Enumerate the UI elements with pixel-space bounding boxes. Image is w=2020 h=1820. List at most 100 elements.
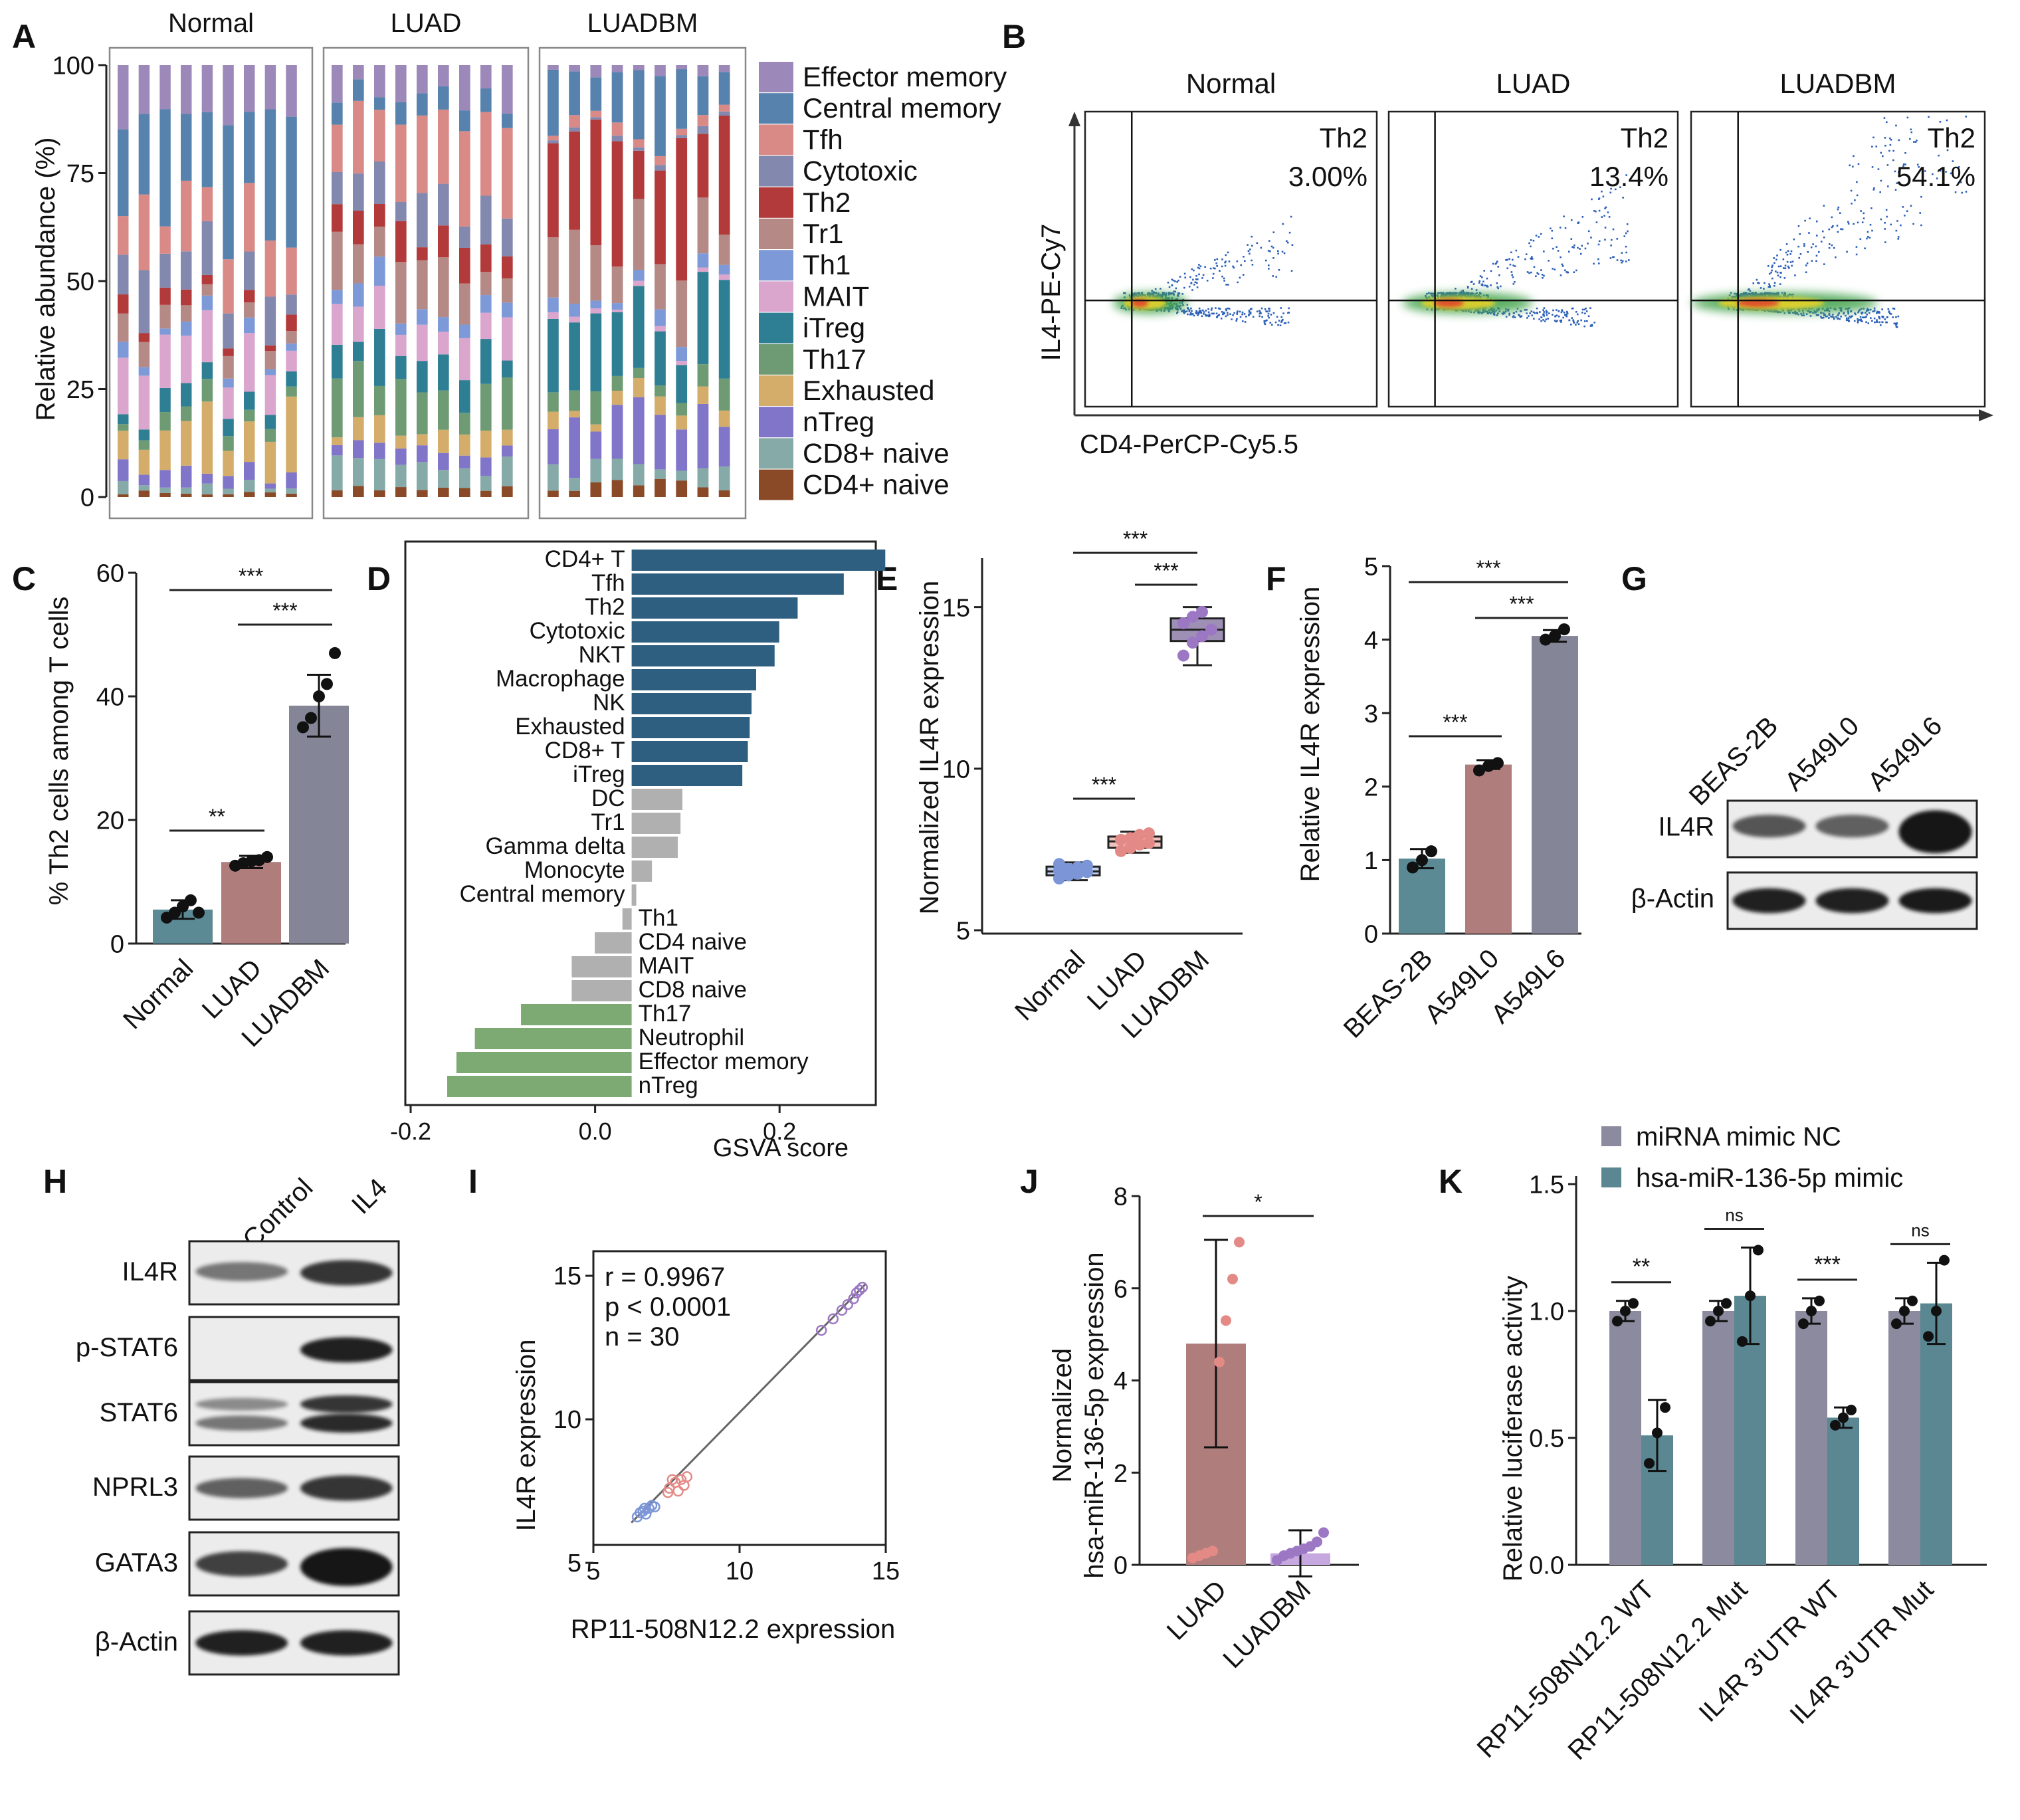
panel-d-bar — [631, 741, 748, 762]
panel-b-event — [1775, 258, 1777, 261]
panel-b-event — [1260, 312, 1262, 314]
panel-a-segment-tfh — [611, 122, 623, 136]
panel-b-event — [1799, 233, 1801, 235]
panel-b-event — [1817, 251, 1820, 253]
panel-b-event — [1124, 292, 1126, 294]
panel-b-event — [1248, 313, 1251, 316]
panel-b-event — [1601, 190, 1603, 193]
panel-a-segment-tr1 — [655, 264, 666, 310]
panel-b-event — [1499, 285, 1502, 288]
panel-b-event — [1215, 307, 1217, 309]
panel-a-segment-cd8-naive — [655, 469, 666, 479]
panel-a-segment-tr1 — [244, 302, 255, 318]
panel-b-event — [1260, 247, 1262, 249]
panel-b-event — [1217, 307, 1220, 310]
panel-b-event — [1483, 270, 1486, 272]
panel-a-segment-itreg — [395, 355, 407, 379]
panel-b-event — [1519, 310, 1522, 312]
panel-b-event — [1265, 259, 1267, 262]
panel-b-event — [1190, 282, 1192, 284]
panel-b-event — [1593, 209, 1595, 212]
panel-a-sample-bar — [417, 65, 428, 497]
panel-k-data-point — [1652, 1427, 1663, 1439]
panel-b-event — [1867, 231, 1869, 233]
panel-a-segment-exhausted — [201, 401, 213, 474]
panel-b-event — [1903, 173, 1905, 176]
panel-b-event — [1797, 225, 1800, 227]
panel-a-segment-central-memory — [655, 76, 666, 156]
panel-b-event — [1537, 273, 1540, 275]
panel-b-event — [1221, 258, 1223, 260]
panel-b-event — [1913, 141, 1915, 143]
panel-b-event — [1865, 316, 1867, 318]
panel-b-event — [1182, 310, 1184, 312]
panel-b-event — [1219, 308, 1221, 310]
panel-a-segment-th1 — [633, 269, 645, 281]
panel-a-sample-bar — [118, 65, 129, 497]
panel-b-event — [1897, 238, 1900, 240]
panel-a-segment-tr1 — [353, 244, 364, 284]
panel-b-event — [1529, 312, 1531, 314]
panel-a-segment-central-memory — [459, 110, 470, 132]
panel-b-event — [1581, 216, 1584, 218]
panel-b-event — [1197, 278, 1199, 280]
panel-a-segment-tfh — [655, 155, 666, 165]
panel-b-event — [1286, 240, 1288, 243]
panel-a-segment-th17 — [718, 378, 730, 411]
panel-b-event — [1598, 262, 1600, 264]
panel-i-data-point — [662, 1486, 674, 1498]
panel-b-density-core — [1402, 292, 1533, 314]
panel-b-event — [1183, 272, 1186, 275]
panel-a-sample-bar — [697, 65, 709, 497]
panel-b-event — [1528, 315, 1530, 317]
panel-a-segment-th1 — [395, 323, 407, 335]
panel-a-segment-mait — [502, 317, 513, 361]
panel-a-segment-central-memory — [374, 97, 385, 110]
panel-b-event — [1566, 312, 1569, 315]
panel-b-event — [1609, 191, 1612, 194]
panel-d-category-label: Macrophage — [496, 666, 625, 692]
panel-b-event — [1855, 246, 1858, 248]
panel-a-segment-effector-memory — [244, 65, 255, 112]
panel-b-event — [1559, 227, 1562, 229]
panel-a-segment-th1 — [438, 317, 449, 332]
panel-a-segment-central-memory — [353, 79, 364, 101]
panel-a-segment-th1 — [286, 343, 297, 351]
panel-d-category-label: Th2 — [585, 594, 625, 620]
panel-a-segment-tr1 — [569, 229, 580, 304]
panel-b-event — [1823, 236, 1825, 239]
panel-b-event — [1743, 292, 1745, 294]
panel-b-event — [1773, 282, 1776, 284]
panel-b-event — [1625, 251, 1627, 254]
panel-b-event — [1187, 307, 1189, 309]
panel-a-segment-itreg — [480, 339, 492, 384]
panel-a-segment-central-memory — [611, 72, 623, 123]
panel-b-event — [1175, 287, 1177, 290]
panel-b-event — [1248, 309, 1251, 312]
panel-b-event — [1954, 191, 1957, 193]
panel-b-event — [1526, 271, 1529, 273]
panel-a-segment-mait — [181, 336, 192, 383]
panel-b-event — [1261, 307, 1263, 310]
panel-h-blot-row — [188, 1240, 400, 1306]
panel-b-event — [1851, 315, 1853, 318]
panel-a-segment-th17 — [332, 378, 343, 438]
panel-b-event — [1492, 262, 1494, 265]
panel-a-legend-item: CD4+ naive — [759, 469, 950, 500]
panel-letter-h: H — [43, 1163, 67, 1200]
panel-b-event — [1186, 304, 1189, 306]
panel-b-event — [1853, 223, 1855, 225]
panel-a-segment-exhausted — [223, 451, 234, 476]
panel-b-plot-frame — [1690, 110, 1986, 408]
panel-a-segment-th2 — [286, 314, 297, 332]
panel-d-category-label: NK — [593, 690, 625, 716]
panel-a-sample-bar — [201, 65, 213, 497]
panel-b-event — [1872, 136, 1874, 139]
panel-a-legend-label: Th1 — [803, 249, 851, 280]
panel-a-segment-central-memory — [181, 114, 192, 181]
panel-b-event — [1872, 189, 1875, 191]
panel-b-event — [1442, 292, 1445, 294]
panel-a-segment-ntreg — [548, 429, 559, 464]
panel-a-segment-cytotoxic — [181, 251, 192, 290]
